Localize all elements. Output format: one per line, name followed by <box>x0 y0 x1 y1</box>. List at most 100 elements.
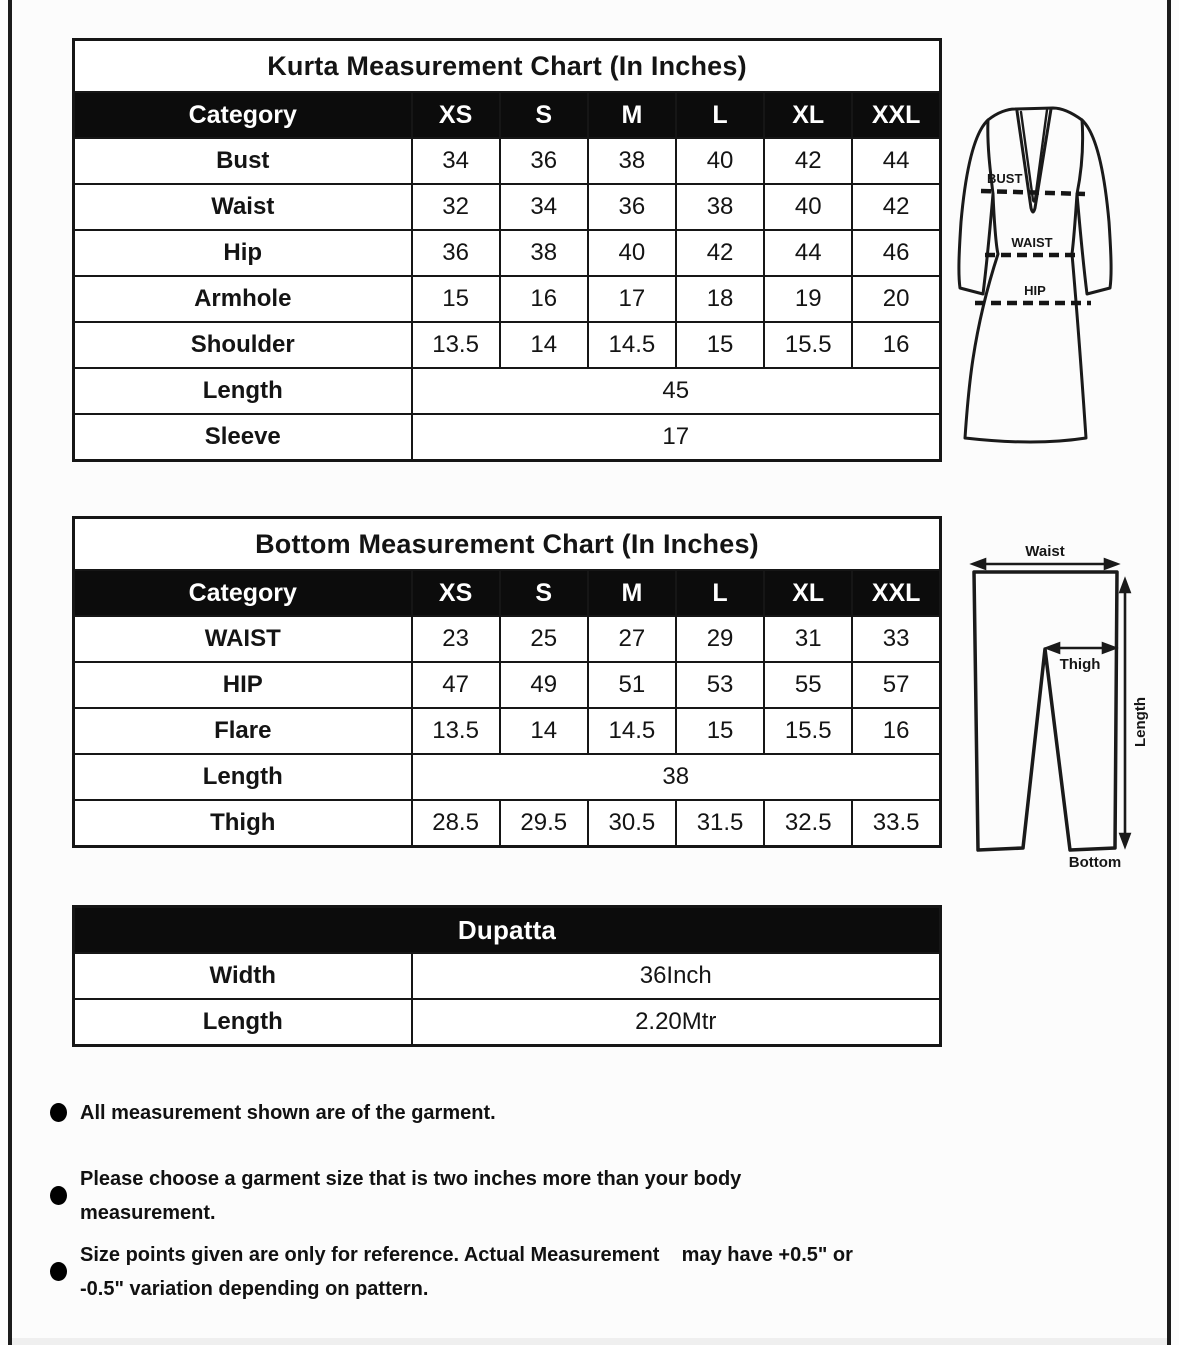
value-cell: 44 <box>851 137 942 185</box>
table-header-row: Category XS S M L XL XXL <box>72 569 942 617</box>
frame-border-bottom <box>12 1338 1167 1345</box>
kurta-hip-label: HIP <box>1024 283 1046 298</box>
value-cell: 46 <box>851 229 942 277</box>
table-row: Sleeve 17 <box>72 413 942 462</box>
value-cell: 17 <box>586 275 677 323</box>
value-cell: 20 <box>851 275 942 323</box>
kurta-bust-label: BUST <box>987 171 1022 186</box>
value-cell: 36 <box>586 183 677 231</box>
bottom-thigh-label: Thigh <box>1060 656 1101 673</box>
value-cell: 16 <box>851 707 942 755</box>
column-header: XS <box>410 569 501 617</box>
value-cell: 16 <box>851 321 942 369</box>
value-cell: 55 <box>763 661 854 709</box>
row-label: Width <box>72 952 413 1000</box>
value-cell: 36 <box>410 229 501 277</box>
value-cell: 14 <box>498 321 589 369</box>
value-cell: 40 <box>674 137 766 185</box>
value-cell: 38 <box>410 753 942 801</box>
column-header: S <box>498 91 589 139</box>
bottom-waist-label: Waist <box>1025 543 1064 560</box>
table-title: Kurta Measurement Chart (In Inches) <box>72 38 942 93</box>
table-row: Width 36Inch <box>72 952 942 1000</box>
frame-border-right <box>1167 0 1171 1345</box>
table-header-row: Category XS S M L XL XXL <box>72 91 942 139</box>
value-cell: 44 <box>763 229 854 277</box>
kurta-left-sleeve <box>957 118 995 296</box>
kurta-right-sleeve <box>1075 118 1113 296</box>
value-cell: 16 <box>498 275 589 323</box>
notes-list: All measurement shown are of the garment… <box>42 1096 947 1314</box>
row-label: Length <box>72 998 413 1047</box>
bullet-icon <box>50 1262 67 1281</box>
value-cell: 25 <box>498 615 589 663</box>
table-row: Length 2.20Mtr <box>72 998 942 1047</box>
row-label: Armhole <box>72 275 413 323</box>
table-title-row: Kurta Measurement Chart (In Inches) <box>72 38 942 93</box>
kurta-body <box>963 106 1088 444</box>
value-cell: 27 <box>586 615 677 663</box>
row-label: Sleeve <box>72 413 413 462</box>
row-label: Bust <box>72 137 413 185</box>
row-label: Waist <box>72 183 413 231</box>
value-cell: 57 <box>851 661 942 709</box>
table-title: Dupatta <box>72 905 942 954</box>
value-cell: 30.5 <box>586 799 677 848</box>
bullet-icon <box>50 1103 67 1122</box>
note-text: Please choose a garment size that is two… <box>80 1168 742 1224</box>
table-row: Bust 34 36 38 40 42 44 <box>72 137 942 185</box>
value-cell: 13.5 <box>410 321 501 369</box>
value-cell: 38 <box>674 183 766 231</box>
pant-outline <box>972 570 1119 852</box>
value-cell: 36 <box>498 137 589 185</box>
dupatta-table: Dupatta Width 36Inch Length 2.20Mtr <box>72 905 942 1047</box>
note-item: Please choose a garment size that is two… <box>42 1162 947 1230</box>
value-cell: 34 <box>498 183 589 231</box>
kurta-table: Kurta Measurement Chart (In Inches) Categ… <box>72 38 942 462</box>
kurta-waist-label: WAIST <box>1011 235 1052 250</box>
kurta-neck-placket-inner <box>1019 108 1049 203</box>
column-header: L <box>674 91 766 139</box>
value-cell: 18 <box>674 275 766 323</box>
note-text: All measurement shown are of the garment… <box>80 1102 496 1124</box>
table-row: Armhole 15 16 17 18 19 20 <box>72 275 942 323</box>
column-header: XS <box>410 91 501 139</box>
value-cell: 51 <box>586 661 677 709</box>
value-cell: 34 <box>410 137 501 185</box>
table-row: Length 38 <box>72 753 942 801</box>
dupatta-table: Dupatta Width 36Inch Length 2.20Mtr <box>72 905 942 1047</box>
bottom-figure: Waist Thigh Length Bottom <box>969 543 1149 871</box>
value-cell: 42 <box>763 137 854 185</box>
value-cell: 31 <box>763 615 854 663</box>
row-label: WAIST <box>72 615 413 663</box>
table-title-row: Dupatta <box>72 905 942 954</box>
value-cell: 15 <box>410 275 501 323</box>
table-row: Waist 32 34 36 38 40 42 <box>72 183 942 231</box>
column-header: M <box>586 91 677 139</box>
note-item: Size points given are only for reference… <box>42 1238 947 1306</box>
value-cell: 15.5 <box>763 321 854 369</box>
row-label: Length <box>72 753 413 801</box>
value-cell: 47 <box>410 661 501 709</box>
value-cell: 32.5 <box>763 799 854 848</box>
value-cell: 17 <box>410 413 942 462</box>
value-cell: 42 <box>851 183 942 231</box>
row-label: Length <box>72 367 413 415</box>
value-cell: 45 <box>410 367 942 415</box>
table-row: Length 45 <box>72 367 942 415</box>
value-cell: 53 <box>674 661 766 709</box>
value-cell: 15.5 <box>763 707 854 755</box>
kurta-bust-dashed-line <box>980 188 1086 197</box>
value-cell: 49 <box>498 661 589 709</box>
table-title-row: Bottom Measurement Chart (In Inches) <box>72 516 942 571</box>
bottom-length-label: Length <box>1132 697 1149 747</box>
kurta-figure: BUST WAIST HIP <box>957 106 1113 444</box>
row-label: Flare <box>72 707 413 755</box>
column-header: S <box>498 569 589 617</box>
value-cell: 29.5 <box>498 799 589 848</box>
value-cell: 14.5 <box>586 707 677 755</box>
value-cell: 38 <box>498 229 589 277</box>
table-row: WAIST 23 25 27 29 31 33 <box>72 615 942 663</box>
table-row: Shoulder 13.5 14 14.5 15 15.5 16 <box>72 321 942 369</box>
